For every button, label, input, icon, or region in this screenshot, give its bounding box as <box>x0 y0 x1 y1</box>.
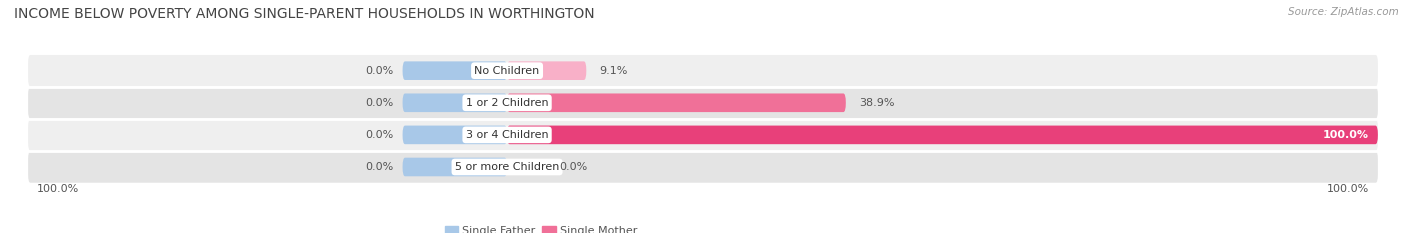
Text: 0.0%: 0.0% <box>366 162 394 172</box>
FancyBboxPatch shape <box>402 93 508 112</box>
FancyBboxPatch shape <box>508 93 846 112</box>
Text: 0.0%: 0.0% <box>366 66 394 76</box>
FancyBboxPatch shape <box>402 61 508 80</box>
Text: Source: ZipAtlas.com: Source: ZipAtlas.com <box>1288 7 1399 17</box>
FancyBboxPatch shape <box>402 126 508 144</box>
FancyBboxPatch shape <box>508 126 1378 144</box>
Text: 0.0%: 0.0% <box>366 130 394 140</box>
Text: 0.0%: 0.0% <box>560 162 588 172</box>
FancyBboxPatch shape <box>28 151 1378 183</box>
Text: No Children: No Children <box>474 66 540 76</box>
FancyBboxPatch shape <box>28 55 1378 86</box>
Text: INCOME BELOW POVERTY AMONG SINGLE-PARENT HOUSEHOLDS IN WORTHINGTON: INCOME BELOW POVERTY AMONG SINGLE-PARENT… <box>14 7 595 21</box>
Text: 38.9%: 38.9% <box>859 98 894 108</box>
Text: 0.0%: 0.0% <box>366 98 394 108</box>
Text: 9.1%: 9.1% <box>599 66 627 76</box>
Text: 100.0%: 100.0% <box>1327 184 1369 194</box>
FancyBboxPatch shape <box>28 87 1378 119</box>
Text: 5 or more Children: 5 or more Children <box>456 162 560 172</box>
FancyBboxPatch shape <box>28 119 1378 151</box>
Legend: Single Father, Single Mother: Single Father, Single Mother <box>444 226 637 233</box>
FancyBboxPatch shape <box>402 158 508 176</box>
FancyBboxPatch shape <box>508 61 586 80</box>
Text: 1 or 2 Children: 1 or 2 Children <box>465 98 548 108</box>
Text: 100.0%: 100.0% <box>1323 130 1369 140</box>
Text: 3 or 4 Children: 3 or 4 Children <box>465 130 548 140</box>
Text: 100.0%: 100.0% <box>37 184 79 194</box>
